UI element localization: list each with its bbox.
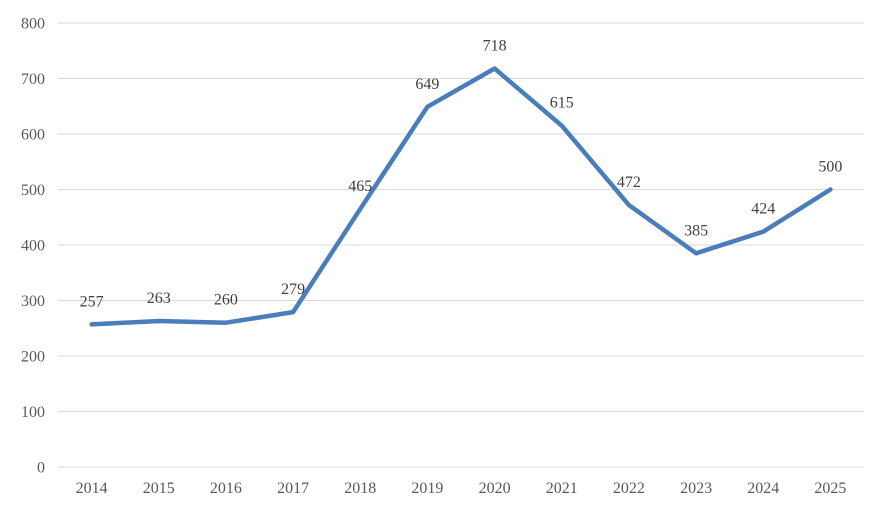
y-axis-tick-label: 500: [21, 182, 45, 199]
series-line: [89, 66, 833, 327]
y-axis-tick-label: 700: [21, 71, 45, 88]
x-axis-tick-label: 2014: [76, 480, 108, 497]
data-label: 649: [415, 76, 439, 93]
gridlines-group: [58, 22, 864, 468]
y-axis-tick-label: 200: [21, 349, 45, 366]
y-axis-tick-label: 300: [21, 293, 45, 310]
data-label: 279: [281, 281, 305, 298]
x-axis-tick-label: 2020: [479, 480, 511, 497]
data-label: 257: [80, 293, 104, 310]
data-label: 472: [617, 174, 641, 191]
data-label: 260: [214, 292, 238, 309]
y-axis-tick-label: 100: [21, 404, 45, 421]
y-axis-tick-label: 400: [21, 238, 45, 255]
y-axis-tick-label: 800: [21, 16, 45, 33]
x-axis-tick-label: 2023: [680, 480, 712, 497]
x-axis-tick-label: 2015: [143, 480, 175, 497]
x-axis-tick-label: 2017: [277, 480, 309, 497]
data-label: 385: [684, 222, 708, 239]
data-label: 424: [751, 201, 775, 218]
x-axis-tick-label: 2018: [344, 480, 376, 497]
x-axis-tick-label: 2019: [411, 480, 443, 497]
x-axis-tick-label: 2021: [546, 480, 578, 497]
data-labels-group: 257 263 260 279 465 649 718 615 472 385 424 500: [80, 38, 843, 311]
x-axis-tick-label: 2022: [613, 480, 645, 497]
x-axis-tick-label: 2016: [210, 480, 242, 497]
y-axis-tick-label: 600: [21, 127, 45, 144]
data-label: 718: [483, 38, 507, 55]
x-axis-tick-label: 2025: [814, 480, 846, 497]
data-label: 465: [348, 178, 372, 195]
data-label: 500: [818, 159, 842, 176]
x-axis-tick-label: 2024: [747, 480, 779, 497]
y-axis-tick-label: 0: [37, 460, 45, 477]
series-group: [89, 66, 833, 327]
data-label: 263: [147, 290, 171, 307]
y-axis-labels-group: 0 100 200 300 400 500 600 700 800: [21, 16, 45, 477]
data-label: 615: [550, 95, 574, 112]
x-axis-labels-group: 2014 2015 2016 2017 2018 2019 2020 2021 2022 2023…: [76, 480, 847, 497]
